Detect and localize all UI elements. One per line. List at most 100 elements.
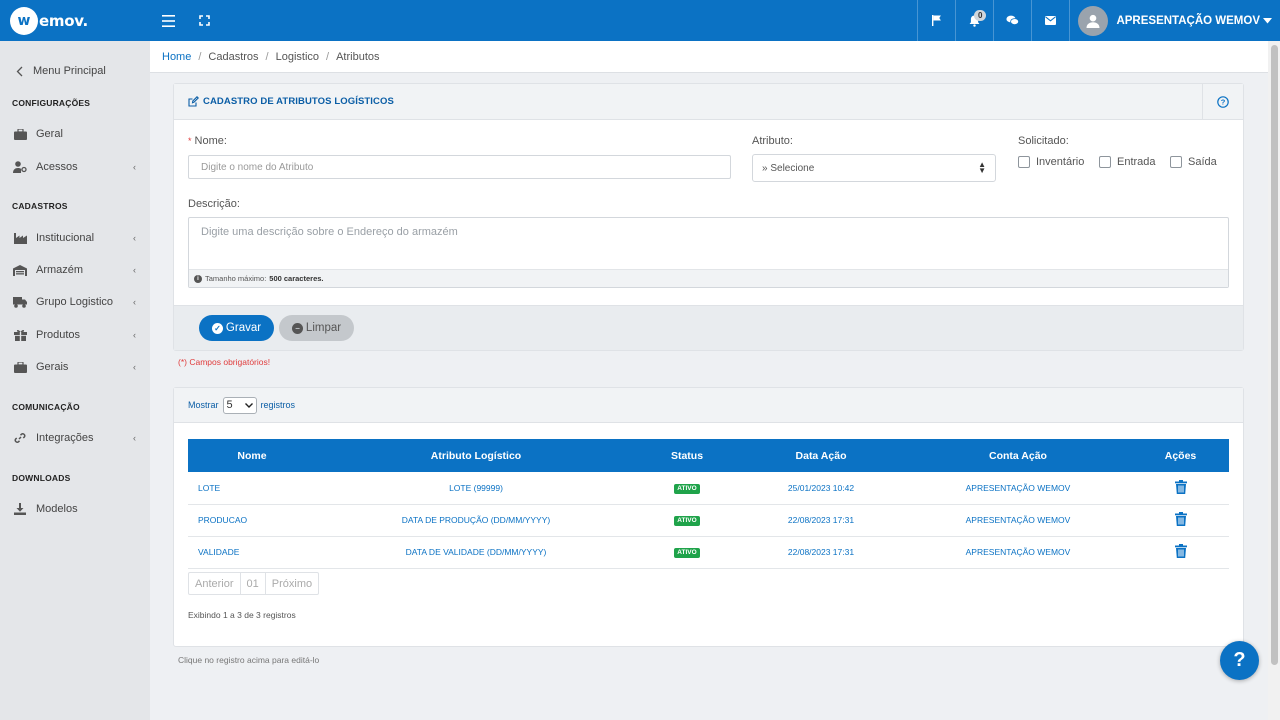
descricao-label: Descrição:	[188, 198, 240, 210]
page-length-value: 5	[226, 399, 233, 411]
form-actions: ✓ Gravar − Limpar	[174, 305, 1243, 350]
status-badge: ATIVO	[674, 516, 700, 526]
atributo-select[interactable]: » Selecione ▲ ▼	[752, 154, 996, 182]
sidebar-item-label: Geral	[36, 128, 63, 140]
help-button[interactable]: ?	[1202, 84, 1243, 120]
trash-icon[interactable]	[1174, 512, 1187, 526]
checkbox-inventario[interactable]: Inventário	[1018, 156, 1084, 168]
section-configuracoes: CONFIGURAÇÕES	[12, 98, 91, 108]
col-atributo[interactable]: Atributo Logístico	[316, 439, 636, 472]
industry-icon	[13, 231, 27, 245]
breadcrumb-logistico[interactable]: Logistico	[275, 50, 320, 63]
click-to-edit-note: Clique no registro acima para editá-lo	[178, 655, 320, 665]
sidebar-item-institucional[interactable]: Institucional ‹	[0, 227, 150, 249]
limpar-label: Limpar	[305, 322, 342, 334]
sidebar-item-label: Institucional	[36, 232, 95, 244]
svg-text:?: ?	[1221, 98, 1226, 107]
scrollbar-thumb[interactable]	[1271, 45, 1278, 665]
cell-nome: LOTE	[188, 472, 316, 505]
wemov-logo[interactable]: w emov.	[0, 0, 150, 41]
sidebar-item-grupo-logistico[interactable]: Grupo Logistico ‹	[0, 291, 150, 313]
briefcase-icon	[13, 127, 27, 141]
checkbox-label: Entrada	[1117, 156, 1156, 168]
expand-arrow-icon: ‹	[133, 330, 136, 340]
cell-acoes	[1132, 536, 1229, 569]
sidebar-item-gerais[interactable]: Gerais ‹	[0, 356, 150, 378]
help-fab-label: ?	[1233, 649, 1246, 671]
cell-atributo: DATA DE PRODUÇÃO (DD/MM/YYYY)	[316, 504, 636, 537]
trash-icon[interactable]	[1174, 544, 1187, 558]
briefcase-icon	[13, 360, 27, 374]
sidebar-item-produtos[interactable]: Produtos ‹	[0, 324, 150, 346]
records-label: registros	[260, 400, 296, 410]
cell-conta: APRESENTAÇÃO WEMOV	[904, 504, 1132, 537]
sidebar-item-acessos[interactable]: Acessos ‹	[0, 156, 150, 178]
sidebar-item-armazem[interactable]: Armazém ‹	[0, 259, 150, 281]
atributo-label: Atributo:	[752, 135, 793, 147]
expand-arrow-icon: ‹	[133, 433, 136, 443]
page-length-select[interactable]: 5	[222, 396, 257, 414]
truck-icon	[13, 295, 27, 309]
section-cadastros: CADASTROS	[12, 201, 68, 211]
top-bar: w emov. 0 APRESENTAÇÃO WEMOV	[0, 0, 1280, 41]
expand-icon[interactable]	[186, 0, 222, 41]
envelope-icon[interactable]	[1031, 0, 1069, 41]
nome-input[interactable]: Digite o nome do Atributo	[188, 155, 731, 179]
cell-nome: PRODUCAO	[188, 504, 316, 537]
descricao-textarea[interactable]: Digite uma descrição sobre o Endereço do…	[188, 217, 1229, 288]
pagination-page[interactable]: 01	[241, 573, 266, 594]
select-caret-icon: ▲ ▼	[978, 160, 986, 175]
download-icon	[13, 502, 27, 516]
trash-icon[interactable]	[1174, 479, 1187, 494]
nome-label-text: Nome:	[194, 135, 227, 147]
breadcrumb-atributos: Atributos	[336, 50, 380, 63]
table-row[interactable]: PRODUCAO DATA DE PRODUÇÃO (DD/MM/YYYY) A…	[188, 504, 1229, 537]
link-icon	[13, 431, 27, 445]
form-panel-header: CADASTRO DE ATRIBUTOS LOGÍSTICOS ?	[174, 84, 1243, 120]
cell-conta: APRESENTAÇÃO WEMOV	[904, 472, 1132, 505]
required-mark: *	[188, 136, 192, 146]
breadcrumb-cadastros[interactable]: Cadastros	[208, 50, 259, 63]
sidebar-item-geral[interactable]: Geral	[0, 123, 150, 145]
col-status[interactable]: Status	[636, 439, 738, 472]
sidebar-item-integracoes[interactable]: Integrações ‹	[0, 427, 150, 449]
list-panel: Mostrar 5 registros Nome Atributo Logíst…	[173, 387, 1244, 647]
cell-status: ATIVO	[636, 472, 738, 505]
pagination-previous[interactable]: Anterior	[189, 573, 241, 594]
gravar-button[interactable]: ✓ Gravar	[199, 315, 274, 341]
checkbox-saida[interactable]: Saída	[1170, 156, 1217, 168]
col-conta-acao[interactable]: Conta Ação	[904, 439, 1132, 472]
check-circle-icon: ✓	[211, 322, 223, 334]
hamburger-icon[interactable]	[150, 0, 186, 41]
col-data-acao[interactable]: Data Ação	[738, 439, 904, 472]
menu-principal-link[interactable]: Menu Principal	[0, 60, 150, 82]
table-row[interactable]: VALIDADE DATA DE VALIDADE (DD/MM/YYYY) A…	[188, 536, 1229, 569]
flag-icon[interactable]	[917, 0, 955, 41]
pagination-next[interactable]: Próximo	[271, 577, 313, 590]
chat-icon[interactable]	[993, 0, 1031, 41]
sidebar-item-label: Integrações	[36, 432, 94, 444]
breadcrumb: Home / Cadastros / Logistico / Atributos	[150, 41, 1268, 73]
col-nome[interactable]: Nome	[188, 439, 316, 472]
cell-nome: VALIDADE	[188, 536, 316, 569]
cell-data: 22/08/2023 17:31	[738, 504, 904, 537]
breadcrumb-home[interactable]: Home	[162, 50, 192, 63]
menu-principal-label: Menu Principal	[33, 65, 106, 77]
limpar-button[interactable]: − Limpar	[279, 315, 354, 341]
user-menu[interactable]: APRESENTAÇÃO WEMOV	[1069, 0, 1280, 41]
sidebar-item-modelos[interactable]: Modelos	[0, 498, 150, 520]
checkbox-entrada[interactable]: Entrada	[1099, 156, 1156, 168]
form-title: CADASTRO DE ATRIBUTOS LOGÍSTICOS	[203, 96, 394, 107]
chevron-down-icon	[244, 402, 253, 408]
page-scrollbar[interactable]	[1268, 41, 1280, 720]
list-controls: Mostrar 5 registros	[174, 388, 1243, 423]
table-row[interactable]: LOTE LOTE (99999) ATIVO 25/01/2023 10:42…	[188, 472, 1229, 505]
checkbox-label: Saída	[1188, 156, 1217, 168]
help-fab-button[interactable]: ?	[1220, 641, 1259, 680]
sidebar-item-label: Modelos	[36, 503, 78, 515]
expand-arrow-icon: ‹	[133, 233, 136, 243]
notifications-count: 0	[974, 10, 987, 21]
table-info: Exibindo 1 a 3 de 3 registros	[188, 610, 296, 620]
show-label: Mostrar	[188, 400, 219, 410]
notifications-button[interactable]: 0	[955, 0, 993, 41]
